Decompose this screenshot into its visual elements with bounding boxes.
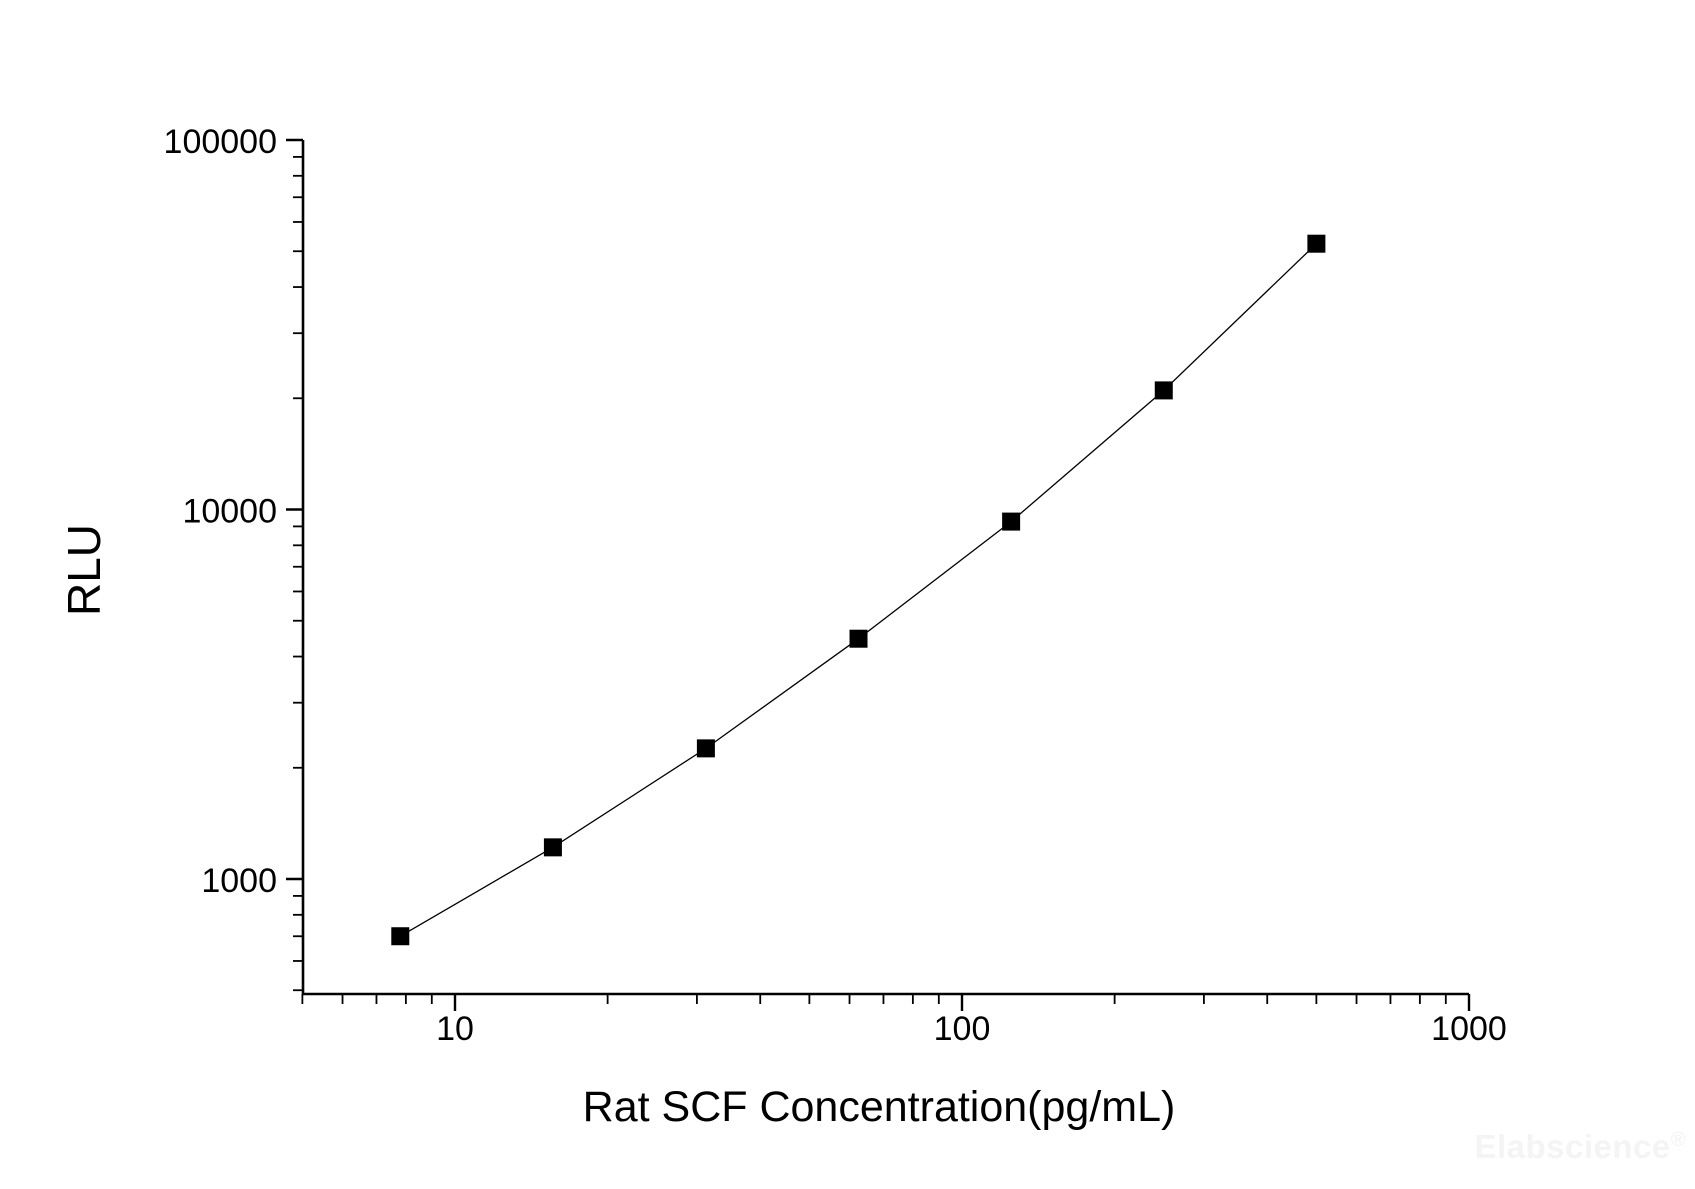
svg-text:Rat SCF Concentration(pg/mL): Rat SCF Concentration(pg/mL) — [583, 1083, 1176, 1131]
svg-text:Elabscience®: Elabscience® — [1474, 1128, 1686, 1165]
svg-text:1000: 1000 — [201, 862, 277, 900]
svg-text:10000: 10000 — [182, 493, 277, 531]
svg-text:1000: 1000 — [1431, 1010, 1507, 1048]
svg-text:RLU: RLU — [58, 524, 110, 616]
svg-text:100: 100 — [934, 1010, 991, 1048]
svg-text:100000: 100000 — [164, 123, 277, 161]
svg-text:10: 10 — [436, 1010, 474, 1048]
